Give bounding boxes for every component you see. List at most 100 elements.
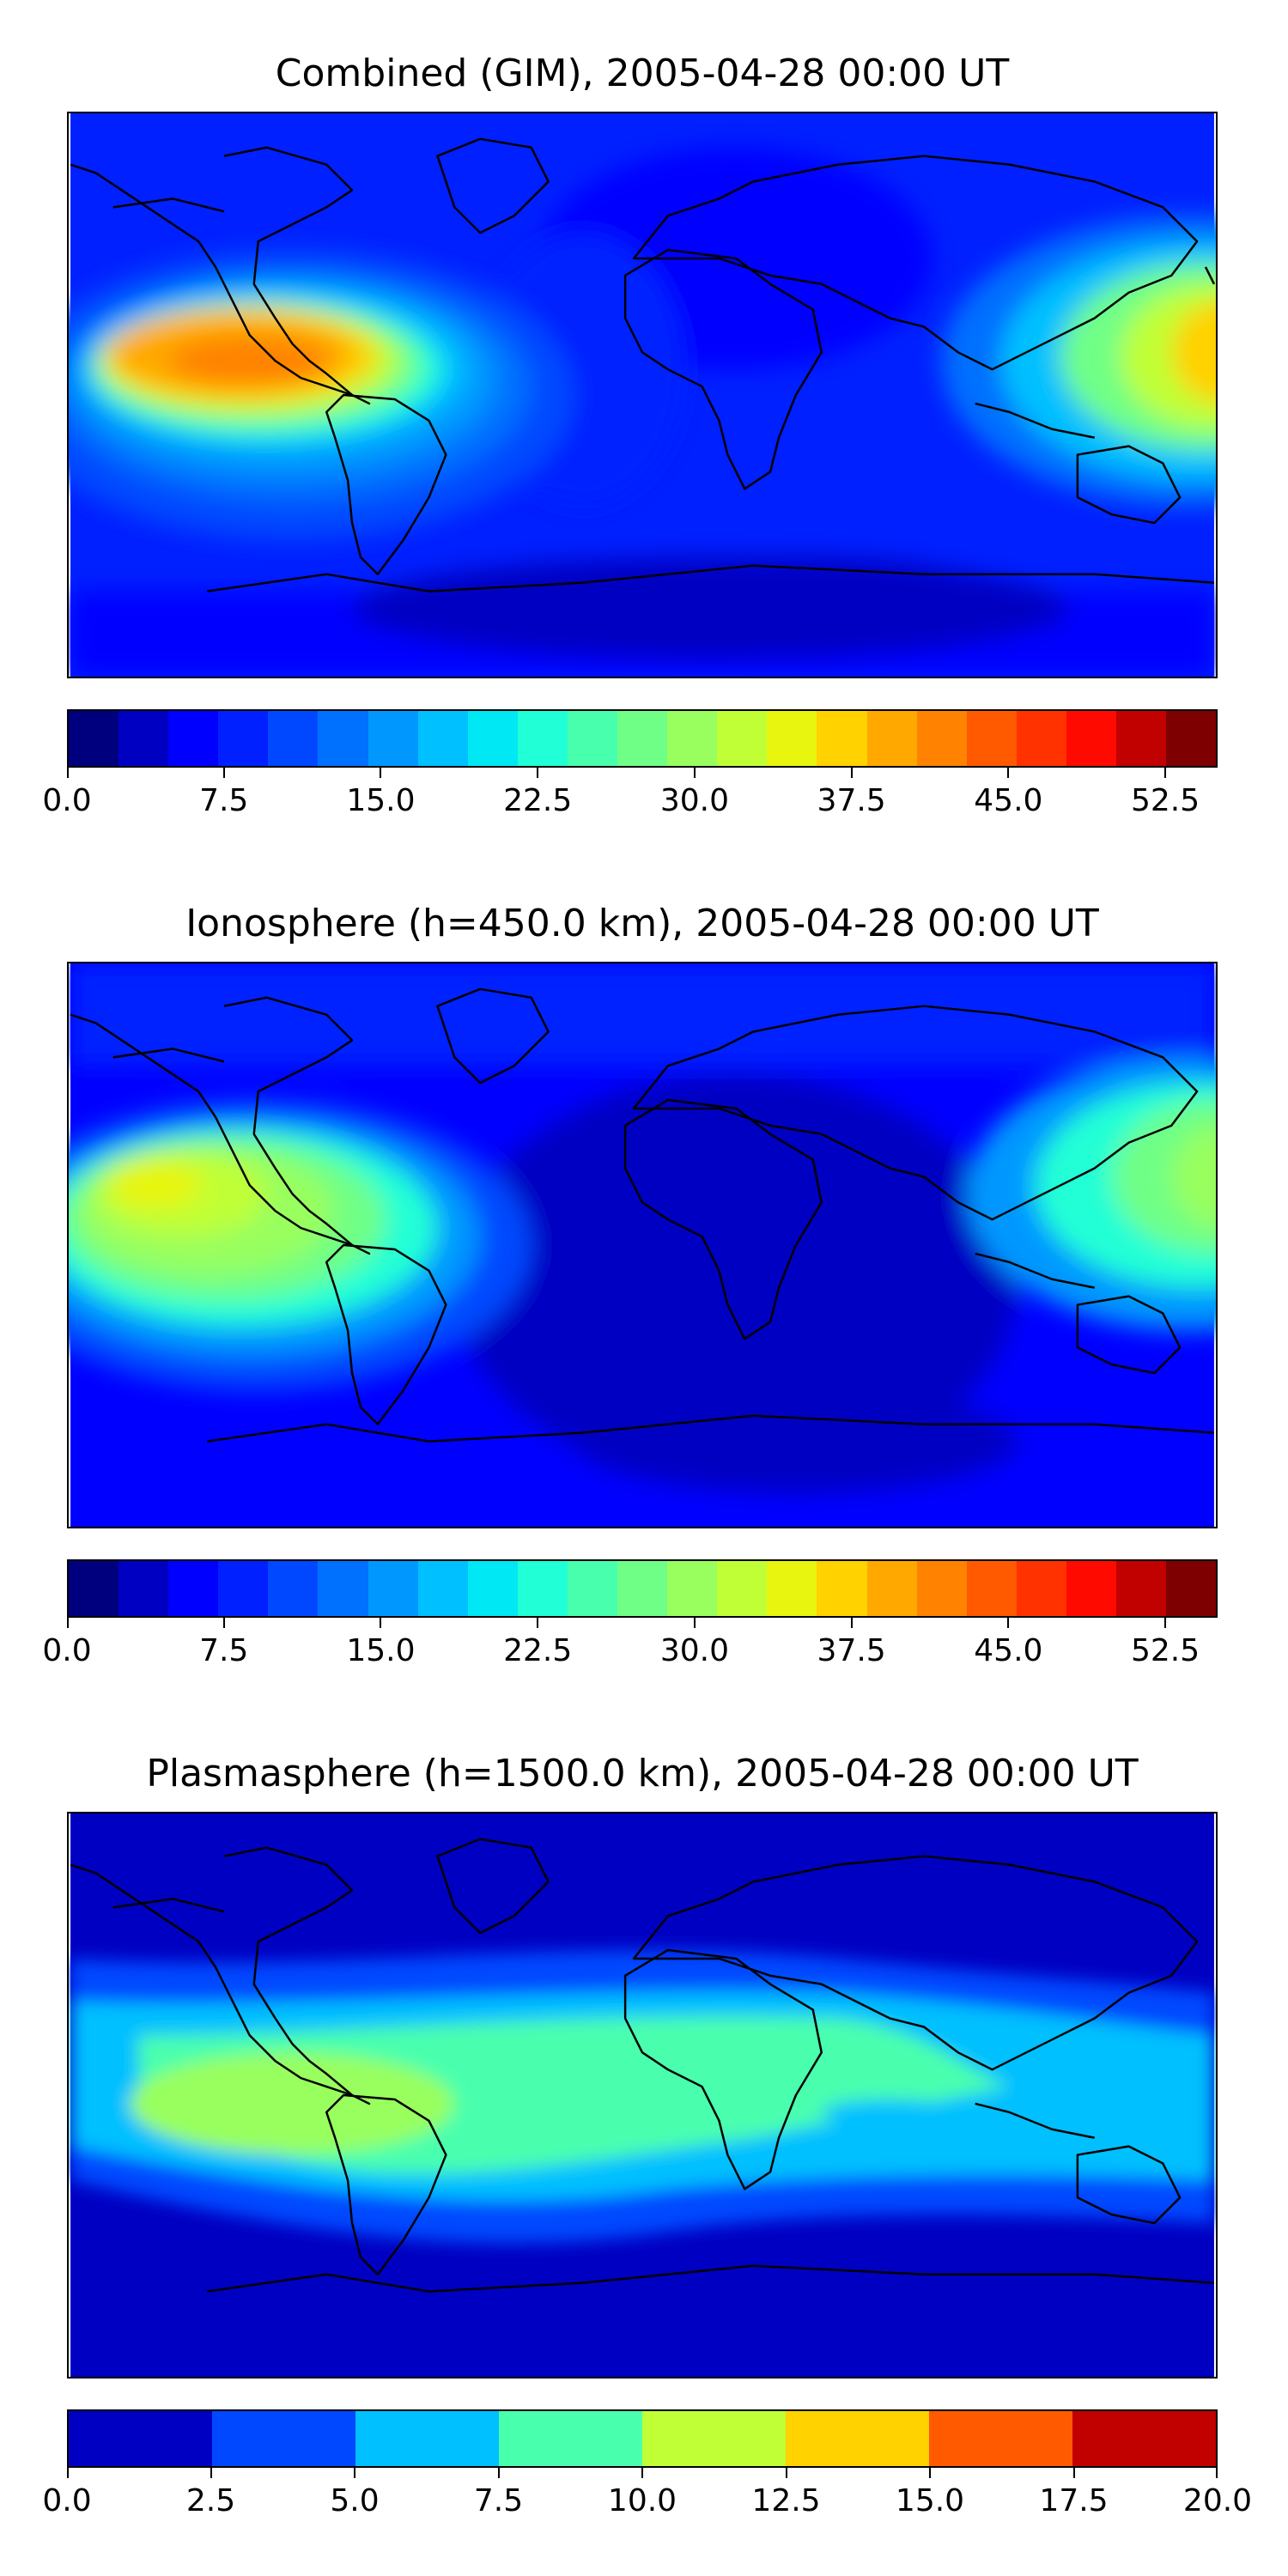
colorbar-tick-label: 45.0 xyxy=(974,783,1043,818)
colorbar-tick-label: 37.5 xyxy=(817,1633,886,1668)
colorbar-tick xyxy=(641,2468,643,2478)
colorbar-tick xyxy=(497,2468,500,2478)
colorbar-segment xyxy=(667,1561,718,1616)
colorbar-segment xyxy=(1166,1561,1216,1616)
colorbar-segment xyxy=(767,711,817,766)
colorbar-segment xyxy=(767,1561,817,1616)
tec-map-plasmasphere xyxy=(70,1814,1215,2377)
colorbar-tick xyxy=(693,1618,696,1628)
tec-map-ionosphere xyxy=(69,963,1216,1527)
colorbar-segment xyxy=(1016,711,1066,766)
colorbar-segment xyxy=(817,711,867,766)
map-title: Plasmasphere (h=1500.0 km), 2005-04-28 0… xyxy=(146,1752,1139,1795)
colorbar-segment xyxy=(1066,711,1116,766)
colorbar-tick xyxy=(67,1618,69,1628)
colorbar-segment xyxy=(1072,2411,1216,2466)
colorbar-segment xyxy=(966,711,1017,766)
colorbar-segment xyxy=(916,711,967,766)
colorbar-segment xyxy=(567,1561,618,1616)
colorbar-segment xyxy=(368,1561,418,1616)
colorbar-segment xyxy=(218,711,269,766)
colorbar-segment xyxy=(417,711,468,766)
panel-ionosphere: Ionosphere (h=450.0 km), 2005-04-28 00:0… xyxy=(0,850,1288,1709)
colorbar-tick-label: 15.0 xyxy=(346,783,416,818)
colorbar-tick xyxy=(1164,768,1167,778)
colorbar-segment xyxy=(268,711,319,766)
colorbar-tick xyxy=(537,768,539,778)
colorbar-tick xyxy=(222,1618,225,1628)
colorbar-tick-label: 37.5 xyxy=(817,783,886,818)
colorbar-tick-label: 12.5 xyxy=(751,2483,821,2518)
colorbar-segment xyxy=(966,1561,1017,1616)
colorbar-segment xyxy=(1115,711,1167,766)
map-combined xyxy=(67,112,1218,678)
panel-combined: Combined (GIM), 2005-04-28 00:00 UT xyxy=(0,0,1288,859)
map-plasmasphere xyxy=(67,1812,1218,2379)
colorbar-tick xyxy=(1007,768,1010,778)
colorbar-tick-label: 10.0 xyxy=(607,2483,677,2518)
map-ionosphere xyxy=(67,962,1218,1528)
colorbar-segment xyxy=(866,711,917,766)
colorbar-tick xyxy=(380,768,382,778)
colorbar-tick-label: 17.5 xyxy=(1039,2483,1109,2518)
colorbar-tick xyxy=(1164,1618,1167,1628)
colorbar-tick-label: 0.0 xyxy=(42,783,92,818)
colorbar-tick-label: 7.5 xyxy=(199,783,249,818)
colorbar-segment xyxy=(517,711,568,766)
colorbar-tick xyxy=(380,1618,382,1628)
colorbar-ticks-ionosphere: 0.0 7.5 15.0 22.5 30.0 37.5 45.0 52.5 xyxy=(42,1618,1218,1668)
colorbar-tick-label: 22.5 xyxy=(503,783,573,818)
colorbar-segment xyxy=(817,1561,867,1616)
colorbar-tick-label: 7.5 xyxy=(199,1633,249,1668)
colorbar-segment xyxy=(168,1561,219,1616)
colorbar-tick xyxy=(67,2468,69,2478)
colorbar-tick xyxy=(67,768,69,778)
map-title: Combined (GIM), 2005-04-28 00:00 UT xyxy=(275,52,1010,95)
colorbar-tick-label: 20.0 xyxy=(1182,2483,1253,2518)
tec-map-combined xyxy=(69,113,1216,677)
colorbar-tick xyxy=(222,768,225,778)
colorbar-segment xyxy=(1016,1561,1066,1616)
colorbar-ticks-combined: 0.0 7.5 15.0 22.5 30.0 37.5 45.0 52.5 xyxy=(42,768,1218,818)
colorbar-segment xyxy=(168,711,219,766)
colorbar-combined xyxy=(67,709,1218,768)
colorbar-tick xyxy=(1216,2468,1218,2478)
map-title: Ionosphere (h=450.0 km), 2005-04-28 00:0… xyxy=(185,902,1099,945)
colorbar-tick-label: 15.0 xyxy=(895,2483,965,2518)
colorbar-segment xyxy=(617,1561,668,1616)
colorbar-tick xyxy=(850,1618,853,1628)
colorbar-tick-label: 0.0 xyxy=(42,2483,92,2518)
colorbar-segment xyxy=(467,711,518,766)
colorbar-ionosphere xyxy=(67,1559,1218,1618)
colorbar-tick xyxy=(354,2468,355,2478)
colorbar-tick-label: 0.0 xyxy=(42,1633,92,1668)
colorbar-tick-label: 15.0 xyxy=(346,1633,416,1668)
colorbar-segment xyxy=(118,1561,169,1616)
colorbar-segment xyxy=(69,1561,119,1616)
colorbar-plasmasphere xyxy=(67,2409,1218,2468)
colorbar-segment xyxy=(118,711,169,766)
colorbar-segment xyxy=(218,1561,269,1616)
colorbar-segment xyxy=(667,711,718,766)
colorbar-segment xyxy=(69,2411,212,2466)
colorbar-tick xyxy=(537,1618,539,1628)
colorbar-tick xyxy=(785,2468,787,2478)
colorbar-segment xyxy=(786,2411,929,2466)
colorbar-tick-label: 52.5 xyxy=(1131,783,1200,818)
colorbar-segment xyxy=(212,2411,355,2466)
colorbar-segment xyxy=(1166,711,1216,766)
colorbar-segment xyxy=(866,1561,917,1616)
colorbar-segment xyxy=(355,2411,499,2466)
colorbar-tick xyxy=(210,2468,212,2478)
colorbar-segment xyxy=(617,711,668,766)
colorbar-segment xyxy=(318,1561,368,1616)
colorbar-segment xyxy=(567,711,618,766)
colorbar-segment xyxy=(517,1561,568,1616)
colorbar-tick-label: 45.0 xyxy=(974,1633,1043,1668)
colorbar-tick-label: 52.5 xyxy=(1131,1633,1200,1668)
colorbar-segment xyxy=(318,711,368,766)
colorbar-tick-label: 30.0 xyxy=(659,1633,729,1668)
colorbar-segment xyxy=(499,2411,642,2466)
colorbar-ticks-plasmasphere: 0.0 2.5 5.0 7.5 10.0 12.5 15.0 17.5 20.0 xyxy=(42,2468,1252,2518)
colorbar-tick-label: 7.5 xyxy=(473,2483,524,2518)
